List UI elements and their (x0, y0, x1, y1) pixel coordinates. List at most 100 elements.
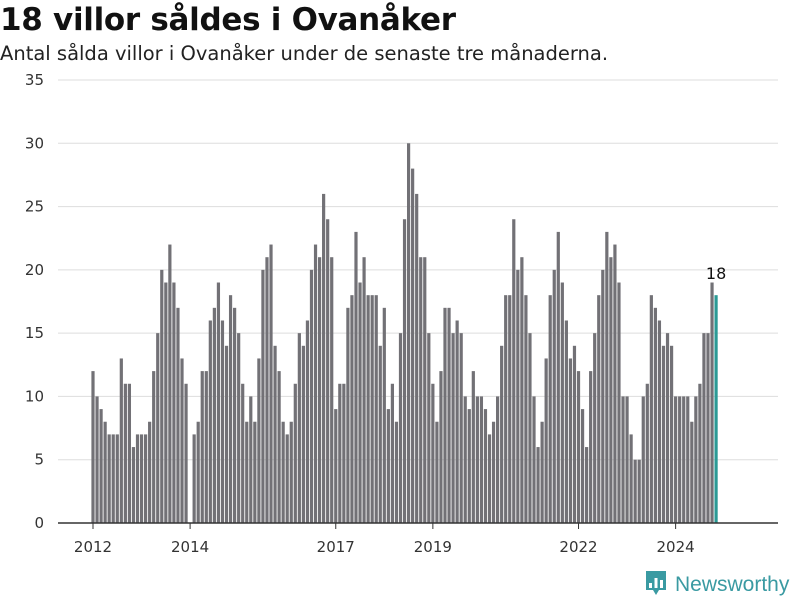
chart-subtitle: Antal sålda villor i Ovanåker under de s… (0, 42, 609, 65)
data-labels: 18 (706, 264, 726, 283)
bar (455, 320, 459, 523)
bar (253, 421, 257, 523)
y-tick-label: 0 (34, 514, 44, 532)
bar (220, 320, 225, 523)
y-tick-label: 10 (25, 387, 44, 405)
bar (427, 333, 431, 523)
bar (447, 307, 451, 523)
bar (330, 257, 334, 523)
bar (293, 383, 297, 523)
x-tick-label: 2014 (171, 538, 209, 556)
x-tick-label: 2019 (414, 538, 452, 556)
bar (678, 396, 682, 523)
bar (273, 345, 277, 523)
x-axis-ticks: 2012 2014 2017 2019 2022 2024 (74, 523, 695, 556)
bar (601, 269, 605, 523)
chart-title: 18 villor såldes i Ovanåker (0, 2, 456, 38)
bar (148, 421, 152, 523)
bar (370, 295, 374, 523)
bar (406, 143, 411, 524)
bar (204, 371, 208, 523)
bar (119, 358, 123, 523)
bar (524, 295, 528, 523)
bar (172, 282, 176, 523)
bar (617, 282, 621, 523)
bar (443, 307, 447, 523)
bar (160, 269, 164, 523)
bar (192, 434, 196, 523)
bar (103, 421, 107, 523)
bar (224, 345, 229, 523)
bar (649, 295, 653, 523)
bar (657, 320, 662, 523)
bar (532, 396, 536, 523)
bar (386, 409, 390, 523)
bar (536, 447, 540, 523)
bar (390, 383, 394, 523)
bar (350, 295, 354, 523)
bar (358, 282, 362, 523)
bar (694, 396, 698, 523)
bar (241, 383, 245, 523)
bar (625, 396, 629, 523)
bar (411, 168, 415, 523)
bar (342, 383, 346, 523)
bar (459, 333, 463, 523)
bar (164, 282, 168, 523)
y-tick-label: 20 (25, 261, 44, 279)
x-tick-label: 2024 (657, 538, 695, 556)
bar (451, 333, 455, 523)
bar (597, 295, 601, 523)
bar (568, 358, 573, 523)
bar (540, 421, 544, 523)
bar (467, 409, 471, 523)
bar (216, 282, 221, 523)
bar (564, 320, 568, 523)
bar (233, 307, 237, 523)
bar (285, 434, 289, 523)
bar (394, 421, 399, 523)
bar (91, 371, 95, 523)
y-axis-ticks: 0 5 10 15 20 25 30 35 (25, 71, 44, 532)
bar (520, 257, 524, 523)
bar (200, 371, 204, 523)
brand-logo: Newsworthy (644, 569, 789, 601)
bar (580, 409, 585, 523)
bar (265, 257, 269, 523)
y-tick-label: 15 (25, 324, 44, 342)
bar (665, 333, 670, 523)
bar (431, 383, 435, 523)
bar (500, 345, 504, 523)
bar (702, 333, 706, 523)
bar (107, 434, 111, 523)
bar (309, 269, 314, 523)
bar (111, 434, 115, 523)
bar (589, 371, 593, 523)
bar (152, 371, 156, 523)
bar (653, 307, 657, 523)
bar-latest (714, 295, 718, 523)
bar (572, 345, 577, 523)
bar (378, 345, 382, 523)
bar (305, 320, 310, 523)
bar (669, 345, 674, 523)
bar (516, 269, 520, 523)
bar (479, 396, 484, 523)
bar (402, 219, 407, 524)
bar (334, 409, 338, 523)
bar (374, 295, 378, 523)
bar (593, 333, 597, 523)
bar (512, 219, 516, 524)
x-tick-label: 2012 (74, 538, 112, 556)
bar (629, 434, 633, 523)
bar (435, 421, 439, 523)
bar (322, 193, 326, 523)
bar (633, 459, 637, 523)
bar (180, 358, 184, 523)
bar (560, 282, 564, 523)
bar (491, 421, 496, 523)
bar (637, 459, 641, 523)
bar (483, 409, 488, 523)
bar (127, 383, 132, 523)
